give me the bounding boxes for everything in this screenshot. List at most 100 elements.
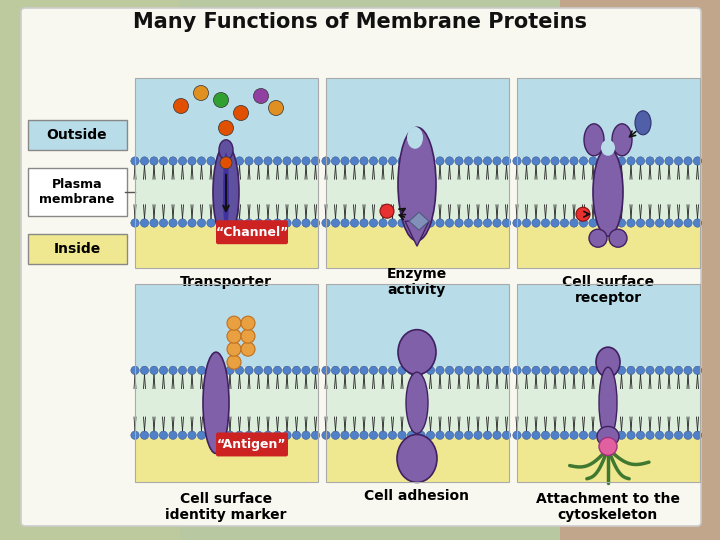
Circle shape <box>140 219 149 227</box>
Circle shape <box>617 157 626 165</box>
Circle shape <box>627 219 635 227</box>
Circle shape <box>522 431 531 440</box>
Bar <box>135 78 318 158</box>
Ellipse shape <box>596 347 620 377</box>
Circle shape <box>675 431 683 440</box>
Ellipse shape <box>397 435 437 482</box>
Circle shape <box>503 157 510 165</box>
Text: Attachment to the
cytoskeleton: Attachment to the cytoskeleton <box>536 492 680 522</box>
Circle shape <box>274 431 282 440</box>
Circle shape <box>455 431 463 440</box>
Circle shape <box>388 157 397 165</box>
Circle shape <box>503 219 510 227</box>
Circle shape <box>627 431 635 440</box>
Circle shape <box>140 157 149 165</box>
Circle shape <box>188 219 196 227</box>
Circle shape <box>436 366 444 375</box>
Circle shape <box>245 219 253 227</box>
Circle shape <box>283 366 291 375</box>
Circle shape <box>216 366 225 375</box>
Circle shape <box>665 219 673 227</box>
Circle shape <box>397 219 406 227</box>
Circle shape <box>608 219 616 227</box>
Text: Enzyme
activity: Enzyme activity <box>387 267 447 297</box>
Circle shape <box>379 366 387 375</box>
Text: Cell adhesion: Cell adhesion <box>364 489 469 503</box>
Circle shape <box>646 366 654 375</box>
Circle shape <box>408 157 415 165</box>
Bar <box>135 438 318 482</box>
Ellipse shape <box>599 367 617 438</box>
Circle shape <box>188 157 196 165</box>
Bar <box>517 367 700 438</box>
Circle shape <box>560 366 569 375</box>
Circle shape <box>464 431 473 440</box>
Circle shape <box>684 157 692 165</box>
Circle shape <box>388 431 397 440</box>
Circle shape <box>197 366 206 375</box>
Circle shape <box>560 157 569 165</box>
Circle shape <box>341 219 349 227</box>
Circle shape <box>331 157 340 165</box>
FancyBboxPatch shape <box>216 433 288 456</box>
Circle shape <box>646 219 654 227</box>
Circle shape <box>608 157 616 165</box>
Circle shape <box>426 366 435 375</box>
Circle shape <box>693 157 702 165</box>
Circle shape <box>426 431 435 440</box>
Circle shape <box>302 219 310 227</box>
Circle shape <box>492 366 501 375</box>
Circle shape <box>179 431 186 440</box>
Circle shape <box>168 366 177 375</box>
Circle shape <box>302 157 310 165</box>
Bar <box>135 158 318 226</box>
Circle shape <box>474 157 482 165</box>
Polygon shape <box>405 221 429 246</box>
Circle shape <box>283 431 291 440</box>
Circle shape <box>311 366 320 375</box>
Circle shape <box>188 431 196 440</box>
Circle shape <box>445 219 454 227</box>
Bar <box>517 158 700 226</box>
Circle shape <box>617 219 626 227</box>
Bar <box>135 78 318 268</box>
Circle shape <box>245 366 253 375</box>
Circle shape <box>292 366 301 375</box>
Circle shape <box>233 105 248 120</box>
Circle shape <box>627 157 635 165</box>
Circle shape <box>693 366 702 375</box>
Circle shape <box>693 219 702 227</box>
Circle shape <box>351 157 359 165</box>
Circle shape <box>464 366 473 375</box>
Ellipse shape <box>398 329 436 375</box>
Circle shape <box>214 92 228 107</box>
Circle shape <box>436 219 444 227</box>
Bar <box>517 438 700 482</box>
Bar <box>517 284 700 367</box>
Circle shape <box>513 366 521 375</box>
Circle shape <box>665 431 673 440</box>
Circle shape <box>241 316 255 330</box>
Circle shape <box>608 431 616 440</box>
Circle shape <box>513 219 521 227</box>
Circle shape <box>254 219 263 227</box>
Circle shape <box>532 366 540 375</box>
Circle shape <box>292 219 301 227</box>
Circle shape <box>408 366 415 375</box>
Circle shape <box>150 219 158 227</box>
Circle shape <box>646 431 654 440</box>
Circle shape <box>598 157 607 165</box>
Circle shape <box>379 219 387 227</box>
Circle shape <box>560 431 569 440</box>
Circle shape <box>131 157 139 165</box>
Circle shape <box>397 157 406 165</box>
Circle shape <box>483 219 492 227</box>
Circle shape <box>379 431 387 440</box>
Circle shape <box>570 366 578 375</box>
Text: “Antigen”: “Antigen” <box>217 438 287 451</box>
Circle shape <box>179 157 186 165</box>
Circle shape <box>541 431 549 440</box>
Circle shape <box>636 157 644 165</box>
Circle shape <box>483 431 492 440</box>
Circle shape <box>235 431 243 440</box>
